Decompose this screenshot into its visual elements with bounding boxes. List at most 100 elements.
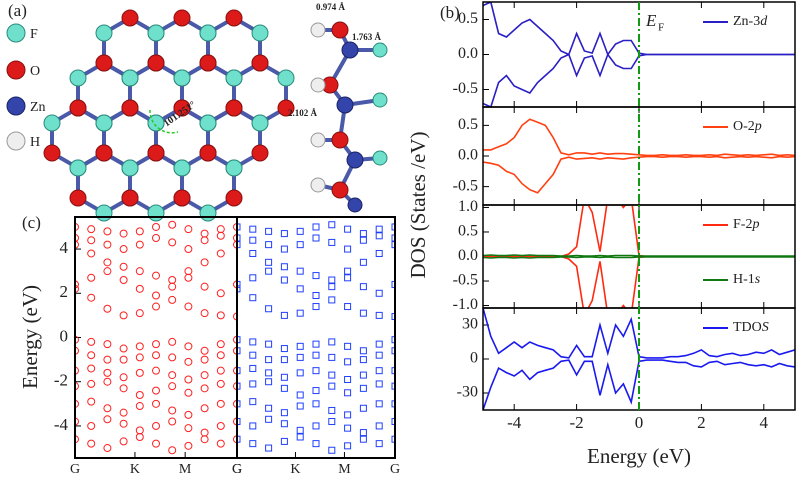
angle-arc xyxy=(149,109,179,134)
y-tick-label: 0 xyxy=(470,350,478,367)
x-tick-label: 2 xyxy=(697,413,706,432)
band-point xyxy=(249,236,257,244)
band-point xyxy=(359,404,367,412)
band-point xyxy=(152,439,160,448)
atom-label: F xyxy=(30,27,38,42)
band-point xyxy=(265,378,273,386)
band-point xyxy=(237,336,241,344)
band-point xyxy=(391,400,395,408)
band-point xyxy=(200,384,209,393)
band-point xyxy=(312,440,320,448)
band-point xyxy=(359,309,367,317)
band-point xyxy=(265,227,273,235)
x-tick-label: M xyxy=(338,462,351,477)
lattice-cell xyxy=(172,143,244,223)
band-point xyxy=(391,367,395,375)
band-point xyxy=(103,258,112,267)
y-tick-label: 0.0 xyxy=(458,247,478,264)
band-point xyxy=(103,404,112,413)
band-point xyxy=(391,223,395,231)
band-point xyxy=(237,418,241,426)
band-point xyxy=(296,433,304,441)
band-point xyxy=(75,240,79,249)
band-point xyxy=(233,234,237,243)
band-point xyxy=(233,335,237,344)
band-point xyxy=(200,371,209,380)
band-point xyxy=(237,347,241,355)
band-point xyxy=(265,340,273,348)
band-point xyxy=(344,342,352,350)
dos-line xyxy=(483,254,795,257)
band-point xyxy=(75,382,79,391)
band-point xyxy=(119,311,128,320)
band-point xyxy=(200,282,209,291)
band-point xyxy=(344,245,352,253)
band-point xyxy=(391,336,395,344)
band-markers xyxy=(75,220,237,455)
lattice-cell xyxy=(68,143,140,223)
band-point xyxy=(237,400,241,408)
band-point xyxy=(312,422,320,430)
band-point xyxy=(249,380,257,388)
band-point xyxy=(135,284,144,293)
x-tick-label: -2 xyxy=(570,413,584,432)
band-point xyxy=(119,355,128,364)
band-point xyxy=(103,340,112,349)
band-point xyxy=(200,346,209,355)
band-point xyxy=(216,311,225,320)
band-point xyxy=(280,263,288,271)
band-point xyxy=(296,309,304,317)
band-point xyxy=(359,258,367,266)
band-point xyxy=(184,424,193,433)
x-tick-label: 0 xyxy=(635,413,644,432)
band-point xyxy=(328,382,336,390)
band-point xyxy=(249,294,257,302)
y-tick-label: 0.5 xyxy=(458,116,478,133)
band-point xyxy=(237,234,241,242)
band-point xyxy=(87,337,96,346)
band-point xyxy=(312,387,320,395)
band-point xyxy=(103,267,112,276)
band-point xyxy=(87,439,96,448)
plot-frame xyxy=(236,216,396,459)
band-point xyxy=(168,282,177,291)
band-point xyxy=(233,399,237,408)
y-tick-label: 0 xyxy=(60,326,69,345)
band-point xyxy=(233,366,237,375)
band-point xyxy=(216,366,225,375)
band-point xyxy=(233,435,237,444)
band-point xyxy=(75,284,79,293)
band-point xyxy=(328,221,336,229)
band-point xyxy=(391,312,395,320)
band-point xyxy=(119,262,128,271)
band-point xyxy=(184,302,193,311)
band-point xyxy=(312,367,320,375)
band-point xyxy=(312,340,320,348)
band-point xyxy=(216,231,225,240)
band-point xyxy=(216,225,225,234)
band-point xyxy=(312,303,320,311)
band-point xyxy=(265,305,273,313)
band-point xyxy=(184,225,193,234)
band-point xyxy=(265,404,273,412)
band-point xyxy=(312,351,320,359)
band-point xyxy=(152,222,160,231)
band-point xyxy=(119,384,128,393)
band-point xyxy=(375,400,383,408)
band-point xyxy=(103,227,112,236)
dos-line xyxy=(483,118,795,157)
band-point xyxy=(168,295,177,304)
legend-label: F-2p xyxy=(733,217,759,232)
x-tick-label: G xyxy=(232,462,242,477)
band-point xyxy=(87,225,96,234)
band-point xyxy=(296,285,304,293)
band-point xyxy=(135,227,144,236)
band-point xyxy=(265,241,273,249)
band-point xyxy=(184,410,193,419)
band-point xyxy=(344,267,352,275)
band-point xyxy=(87,273,96,282)
band-point xyxy=(249,398,257,406)
band-point xyxy=(135,240,144,249)
y-tick-label: -0.5 xyxy=(453,177,478,194)
band-point xyxy=(391,241,395,249)
